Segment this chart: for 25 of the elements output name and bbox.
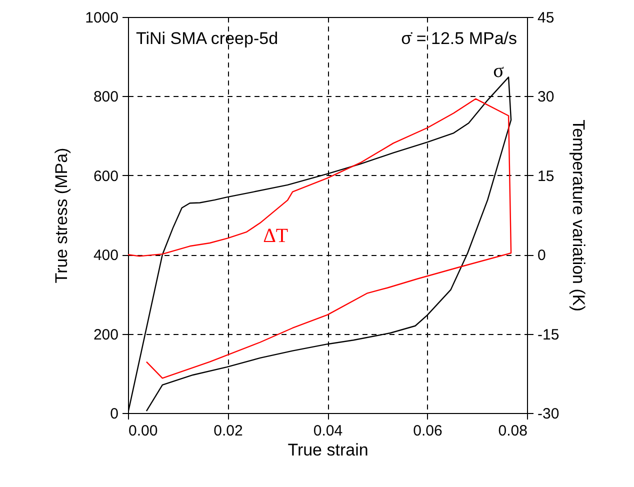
y-tick-label: 400 [93, 247, 118, 264]
y-tick-label: 600 [93, 168, 118, 185]
x-tick-label: 0.08 [498, 422, 528, 440]
x-tick-label: 0.02 [214, 422, 243, 440]
x-tick-label: 0.00 [128, 422, 158, 440]
y-axis-title: True stress (MPa) [52, 148, 72, 284]
y2-tick-label: 0 [538, 247, 546, 264]
y2-tick-label: -30 [538, 406, 560, 422]
series-label: σ [493, 60, 504, 82]
y2-tick-label: 15 [538, 168, 554, 185]
y2-tick-label: 30 [538, 88, 554, 106]
annotation: TiNi SMA creep-5d [136, 29, 278, 48]
line-series [128, 98, 512, 379]
y2-tick-label: 45 [538, 10, 554, 26]
y-tick-label: 800 [93, 88, 118, 106]
x-tick-label: 0.06 [413, 422, 442, 440]
series-label: ΔT [263, 225, 288, 248]
y-tick-label: 1000 [85, 10, 118, 26]
y-tick-label: 0 [110, 406, 118, 422]
x-axis-title: True strain [288, 440, 368, 460]
annotation: σ̇ = 12.5 MPa/s [401, 29, 517, 48]
y-tick-label: 200 [93, 326, 118, 344]
x-tick-label: 0.04 [313, 422, 343, 440]
y2-axis-title: Temperature variation (K) [569, 120, 588, 312]
y2-tick-label: -15 [538, 326, 560, 344]
